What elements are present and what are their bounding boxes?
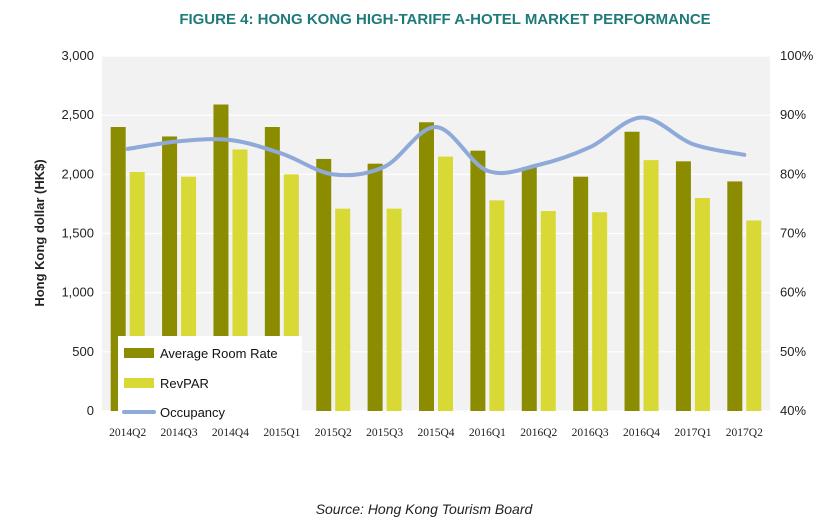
bar-revpar xyxy=(386,208,402,411)
bar-average-room-rate xyxy=(624,131,640,411)
y-axis-label: Hong Kong dollar (HK$) xyxy=(32,159,47,306)
occupancy-line xyxy=(125,115,747,178)
bar-revpar xyxy=(694,198,710,411)
bar-average-room-rate xyxy=(470,150,486,411)
x-tick-label: 2015Q2 xyxy=(315,427,352,439)
legend-swatch-revpar xyxy=(124,378,154,388)
legend-label-revpar: RevPAR xyxy=(160,376,209,391)
source-note: Source: Hong Kong Tourism Board xyxy=(316,501,534,517)
bar-revpar xyxy=(438,156,453,411)
bar-revpar xyxy=(643,160,659,411)
legend-label-average-room-rate: Average Room Rate xyxy=(160,346,278,361)
y-tick-label: 2,000 xyxy=(61,166,94,181)
bar-revpar xyxy=(335,208,351,411)
x-tick-label: 2014Q4 xyxy=(212,427,249,439)
y2-tick-label: 100% xyxy=(780,48,814,63)
y2-tick-label: 40% xyxy=(780,403,806,418)
bar-average-room-rate xyxy=(213,104,229,412)
y-tick-label: 1,000 xyxy=(61,285,94,300)
occupancy-line-group xyxy=(125,115,747,178)
x-tick-label: 2016Q4 xyxy=(623,427,660,439)
x-tick-label: 2016Q3 xyxy=(572,427,609,439)
x-tick-label: 2017Q1 xyxy=(674,427,711,439)
bar-average-room-rate xyxy=(367,163,383,411)
y2-tick-label: 60% xyxy=(780,285,806,300)
bar-average-room-rate xyxy=(521,167,537,411)
y2-tick-label: 50% xyxy=(780,344,806,359)
bar-average-room-rate xyxy=(573,176,589,411)
legend: Average Room Rate RevPAR Occupancy xyxy=(118,336,302,424)
left-axis-ticks: 0 500 1,000 1,500 2,000 2,500 3,000 xyxy=(61,48,94,418)
x-tick-label: 2015Q1 xyxy=(263,427,300,439)
right-axis-ticks: 40% 50% 60% 70% 80% 90% 100% xyxy=(780,48,814,418)
y2-tick-label: 70% xyxy=(780,226,806,241)
y2-tick-label: 90% xyxy=(780,107,806,122)
x-tick-label: 2017Q2 xyxy=(726,427,763,439)
y-tick-label: 1,500 xyxy=(61,226,94,241)
legend-label-occupancy: Occupancy xyxy=(160,405,226,420)
bar-average-room-rate xyxy=(675,161,691,411)
bar-average-room-rate xyxy=(727,181,743,411)
bar-average-room-rate xyxy=(316,158,332,411)
bar-revpar xyxy=(540,211,556,411)
bar-revpar xyxy=(592,212,608,411)
y-tick-label: 0 xyxy=(87,403,94,418)
chart-title: FIGURE 4: HONG KONG HIGH-TARIFF A-HOTEL … xyxy=(179,11,710,28)
bar-average-room-rate xyxy=(419,122,434,412)
y-tick-label: 500 xyxy=(72,344,94,359)
bar-revpar xyxy=(489,200,505,411)
x-tick-label: 2014Q3 xyxy=(161,427,198,439)
legend-swatch-average-room-rate xyxy=(124,348,154,358)
x-tick-label: 2016Q2 xyxy=(520,427,557,439)
x-tick-label: 2015Q4 xyxy=(417,427,454,439)
y-tick-label: 3,000 xyxy=(61,48,94,63)
bar-revpar xyxy=(746,220,762,411)
x-tick-label: 2015Q3 xyxy=(366,427,403,439)
y-tick-label: 2,500 xyxy=(61,107,94,122)
category-axis-labels: 2014Q2 2014Q3 2014Q4 2015Q1 2015Q2 2015Q3 2015… xyxy=(109,427,763,439)
y2-tick-label: 80% xyxy=(780,166,806,181)
x-tick-label: 2014Q2 xyxy=(109,427,146,439)
x-tick-label: 2016Q1 xyxy=(469,427,506,439)
